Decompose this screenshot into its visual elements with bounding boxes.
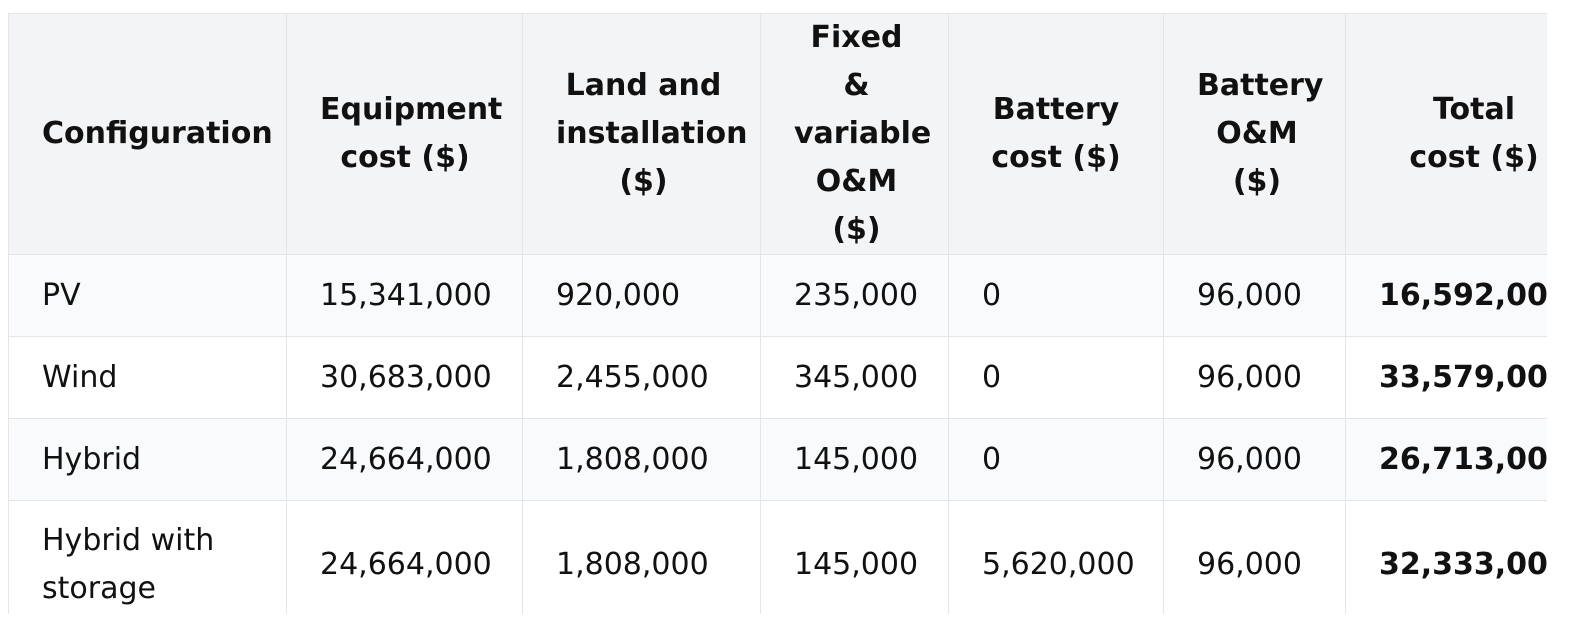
cell-total-cost: 26,713,000 — [1345, 418, 1547, 501]
cell-battery-om: 96,000 — [1163, 254, 1346, 337]
header-total-cost: Total cost ($) — [1345, 13, 1547, 255]
cell-battery-om: 96,000 — [1163, 500, 1346, 614]
header-land-installation: Land and installation ($) — [522, 13, 761, 255]
cell-configuration: Hybrid — [8, 418, 287, 501]
cell-battery-om: 96,000 — [1163, 418, 1346, 501]
table-header-row: Configuration Equipment cost ($) Land an… — [8, 13, 1547, 255]
cell-land-installation: 1,808,000 — [522, 500, 761, 614]
cost-comparison-table: Configuration Equipment cost ($) Land an… — [8, 13, 1547, 614]
cell-total-cost: 32,333,000 — [1345, 500, 1547, 614]
header-om: Fixed & variable O&M ($) — [760, 13, 949, 255]
cell-land-installation: 920,000 — [522, 254, 761, 337]
header-battery-cost: Battery cost ($) — [948, 13, 1164, 255]
table-row: PV 15,341,000 920,000 235,000 0 96,000 1… — [8, 254, 1547, 337]
cell-om: 345,000 — [760, 336, 949, 419]
cell-om: 235,000 — [760, 254, 949, 337]
cell-battery-cost: 0 — [948, 336, 1164, 419]
header-equipment-cost: Equipment cost ($) — [286, 13, 523, 255]
cell-battery-cost: 5,620,000 — [948, 500, 1164, 614]
table-row: Hybrid with storage 24,664,000 1,808,000… — [8, 500, 1547, 614]
cell-om: 145,000 — [760, 418, 949, 501]
cell-equipment-cost: 24,664,000 — [286, 500, 523, 614]
cell-total-cost: 16,592,000 — [1345, 254, 1547, 337]
cell-battery-om: 96,000 — [1163, 336, 1346, 419]
cell-equipment-cost: 15,341,000 — [286, 254, 523, 337]
table-row: Wind 30,683,000 2,455,000 345,000 0 96,0… — [8, 336, 1547, 419]
cell-configuration: Hybrid with storage — [8, 500, 287, 614]
cell-equipment-cost: 30,683,000 — [286, 336, 523, 419]
cell-total-cost: 33,579,000 — [1345, 336, 1547, 419]
cell-om: 145,000 — [760, 500, 949, 614]
cell-battery-cost: 0 — [948, 254, 1164, 337]
header-configuration: Configuration — [8, 13, 287, 255]
cell-battery-cost: 0 — [948, 418, 1164, 501]
cell-land-installation: 2,455,000 — [522, 336, 761, 419]
cell-configuration: PV — [8, 254, 287, 337]
header-battery-om: Battery O&M ($) — [1163, 13, 1346, 255]
cell-configuration: Wind — [8, 336, 287, 419]
table-row: Hybrid 24,664,000 1,808,000 145,000 0 96… — [8, 418, 1547, 501]
cell-land-installation: 1,808,000 — [522, 418, 761, 501]
cost-table-container: Configuration Equipment cost ($) Land an… — [8, 13, 1547, 614]
cell-equipment-cost: 24,664,000 — [286, 418, 523, 501]
